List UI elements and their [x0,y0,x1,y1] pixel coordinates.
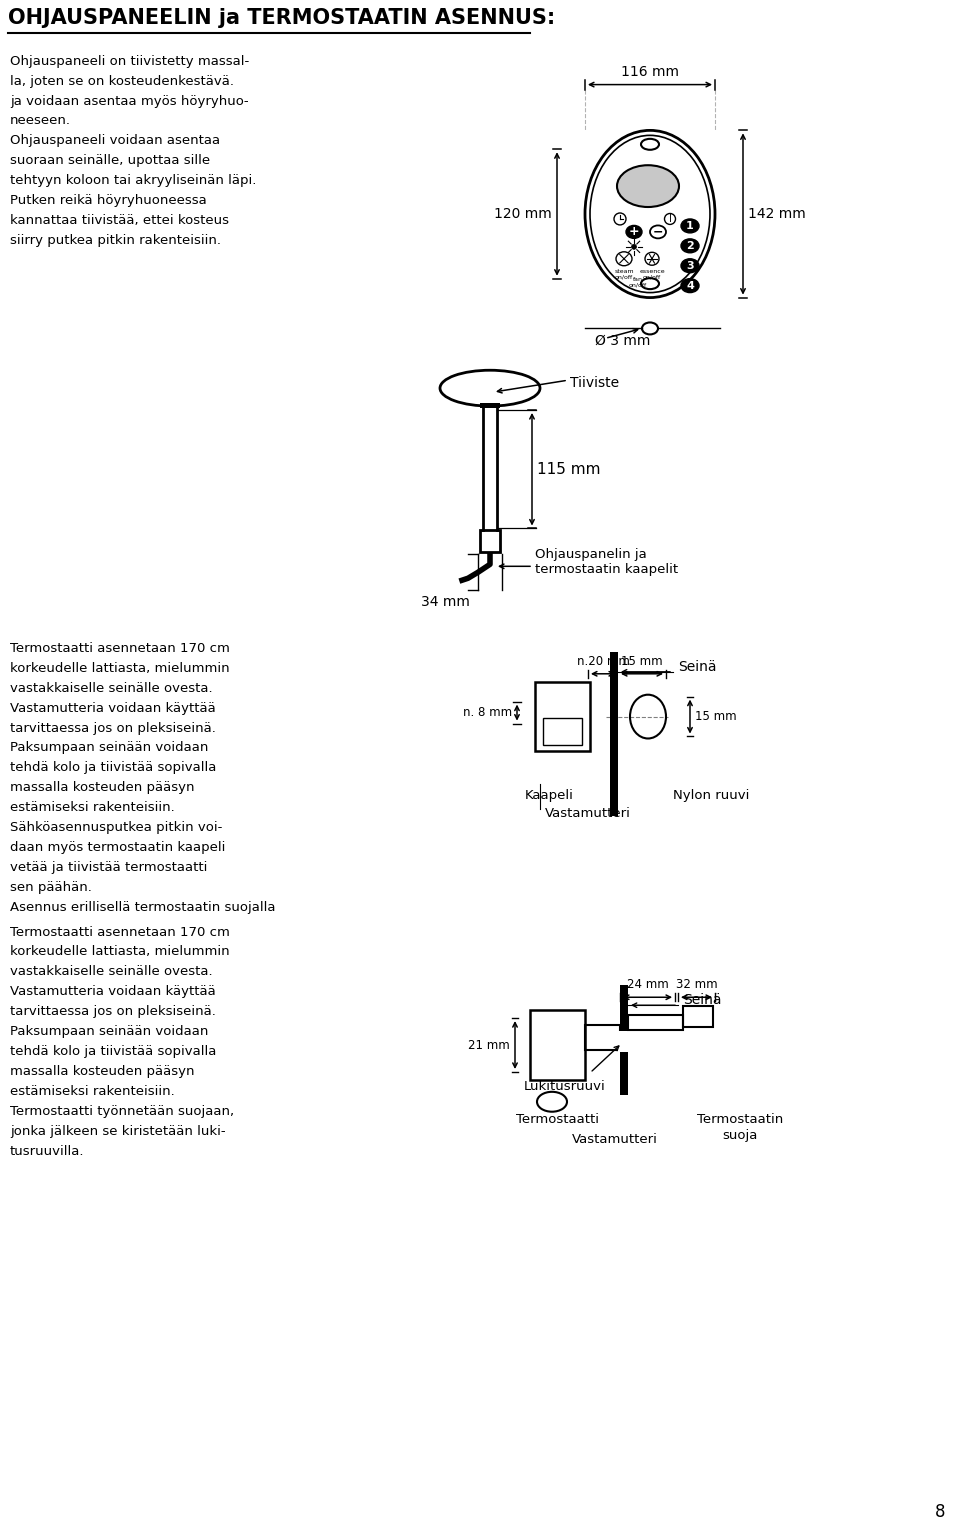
Text: Seinä: Seinä [678,660,716,674]
Text: Tiiviste: Tiiviste [570,376,619,390]
Text: 3: 3 [686,261,694,271]
Bar [683,1006,713,1027]
Text: Vastamutteria voidaan käyttää: Vastamutteria voidaan käyttää [10,986,216,998]
Text: 142 mm: 142 mm [748,207,805,221]
Bar [530,1010,585,1081]
Text: Sähköasennusputkea pitkin voi-: Sähköasennusputkea pitkin voi- [10,821,223,834]
Bar [480,402,500,408]
Ellipse shape [681,259,699,273]
Text: tarvittaessa jos on pleksiseinä.: tarvittaessa jos on pleksiseinä. [10,1006,216,1018]
Text: 15 mm: 15 mm [621,655,662,668]
Ellipse shape [617,165,679,207]
Text: estämiseksi rakenteisiin.: estämiseksi rakenteisiin. [10,1085,175,1097]
Bar [618,1032,630,1052]
Text: korkeudelle lattiasta, mielummin: korkeudelle lattiasta, mielummin [10,945,229,959]
Text: 116 mm: 116 mm [621,64,679,79]
Text: daan myös termostaatin kaapeli: daan myös termostaatin kaapeli [10,841,226,853]
Text: fan
on/off: fan on/off [629,277,647,288]
Text: 4: 4 [686,280,694,291]
Bar [543,718,582,745]
Text: vastakkaiselle seinälle ovesta.: vastakkaiselle seinälle ovesta. [10,965,212,978]
Text: Putken reikä höyryhuoneessa: Putken reikä höyryhuoneessa [10,194,206,207]
Bar [480,530,500,552]
Text: Paksumpaan seinään voidaan: Paksumpaan seinään voidaan [10,742,208,754]
Bar [535,681,590,751]
Text: ja voidaan asentaa myös höyryhuо-: ja voidaan asentaa myös höyryhuо- [10,94,249,108]
Text: Vastamutteria voidaan käyttää: Vastamutteria voidaan käyttää [10,701,216,715]
Bar [620,986,628,1094]
Ellipse shape [626,226,642,238]
Text: Vastamutteri: Vastamutteri [572,1132,658,1146]
Text: 15 mm: 15 mm [695,710,736,722]
Text: la, joten se on kosteudenkestävä.: la, joten se on kosteudenkestävä. [10,75,234,88]
Text: sen päähän.: sen päähän. [10,881,92,893]
Text: essence
on/off: essence on/off [639,268,665,279]
Text: 32 mm: 32 mm [676,978,717,991]
Text: massalla kosteuden pääsyn: massalla kosteuden pääsyn [10,1065,195,1077]
Text: Paksumpaan seinään voidaan: Paksumpaan seinään voidaan [10,1026,208,1038]
Text: estämiseksi rakenteisiin.: estämiseksi rakenteisiin. [10,802,175,814]
Text: Seinä: Seinä [683,994,722,1007]
Text: 1: 1 [686,221,694,232]
Text: Vastamutteri: Vastamutteri [545,808,631,820]
Text: Asennus erillisellä termostaatin suojalla: Asennus erillisellä termostaatin suojall… [10,901,276,914]
Ellipse shape [632,244,636,250]
Text: Termostaatti työnnetään suojaan,: Termostaatti työnnetään suojaan, [10,1105,234,1117]
Text: Termostaatin
suoja: Termostaatin suoja [697,1113,783,1141]
Ellipse shape [681,219,699,233]
Text: massalla kosteuden pääsyn: massalla kosteuden pääsyn [10,782,195,794]
Bar [610,652,618,817]
Text: siirry putkea pitkin rakenteisiin.: siirry putkea pitkin rakenteisiin. [10,233,221,247]
Text: tehtyyn koloon tai akryyliseinän läpi.: tehtyyn koloon tai akryyliseinän läpi. [10,174,256,187]
Text: korkeudelle lattiasta, mielummin: korkeudelle lattiasta, mielummin [10,661,229,675]
Text: tusruuvilla.: tusruuvilla. [10,1145,84,1158]
Text: Termostaatti asennetaan 170 cm: Termostaatti asennetaan 170 cm [10,642,229,655]
Text: steam
on/off: steam on/off [614,268,634,279]
Ellipse shape [681,279,699,293]
Text: 120 mm: 120 mm [494,207,552,221]
Text: 2: 2 [686,241,694,251]
Ellipse shape [681,239,699,253]
Text: +: + [629,226,639,238]
Text: Termostaatti asennetaan 170 cm: Termostaatti asennetaan 170 cm [10,925,229,939]
Text: 115 mm: 115 mm [537,462,601,477]
Text: I: I [668,213,671,224]
Text: Ohjauspaneeli voidaan asentaa: Ohjauspaneeli voidaan asentaa [10,134,220,148]
Text: jonka jälkeen se kiristetään luki-: jonka jälkeen se kiristetään luki- [10,1125,226,1137]
Text: tehdä kolo ja tiivistää sopivalla: tehdä kolo ja tiivistää sopivalla [10,762,216,774]
Text: vetää ja tiivistää termostaatti: vetää ja tiivistää termostaatti [10,861,207,873]
Text: n.20 mm: n.20 mm [577,655,630,668]
Text: neeseen.: neeseen. [10,114,71,128]
Text: suoraan seinälle, upottaa sille: suoraan seinälle, upottaa sille [10,154,210,168]
Bar [585,1026,620,1050]
Text: Ø 3 mm: Ø 3 mm [595,334,650,347]
Text: tehdä kolo ja tiivistää sopivalla: tehdä kolo ja tiivistää sopivalla [10,1045,216,1058]
Text: kannattaa tiivistää, ettei kosteus: kannattaa tiivistää, ettei kosteus [10,213,229,227]
Text: tarvittaessa jos on pleksiseinä.: tarvittaessa jos on pleksiseinä. [10,721,216,735]
Text: n. 8 mm: n. 8 mm [463,706,512,719]
Text: Termostaatti: Termostaatti [516,1113,598,1126]
Text: 21 mm: 21 mm [468,1038,510,1052]
Text: Ohjauspaneeli on tiivistetty massal-: Ohjauspaneeli on tiivistetty massal- [10,55,250,67]
Text: Lukitusruuvi: Lukitusruuvi [524,1081,606,1093]
Text: 8: 8 [934,1503,945,1521]
Text: vastakkaiselle seinälle ovesta.: vastakkaiselle seinälle ovesta. [10,681,212,695]
Text: 34 mm: 34 mm [420,596,469,610]
Text: 24 mm: 24 mm [627,978,668,991]
Bar [628,1015,683,1030]
Text: Nylon ruuvi: Nylon ruuvi [673,789,750,802]
Text: Ohjauspanelin ja
termostaatin kaapelit: Ohjauspanelin ja termostaatin kaapelit [535,549,678,576]
Text: Kaapeli: Kaapeli [525,789,574,802]
Text: OHJAUSPANEELIN ja TERMOSTAATIN ASENNUS:: OHJAUSPANEELIN ja TERMOSTAATIN ASENNUS: [8,8,555,27]
Text: −: − [653,226,663,238]
